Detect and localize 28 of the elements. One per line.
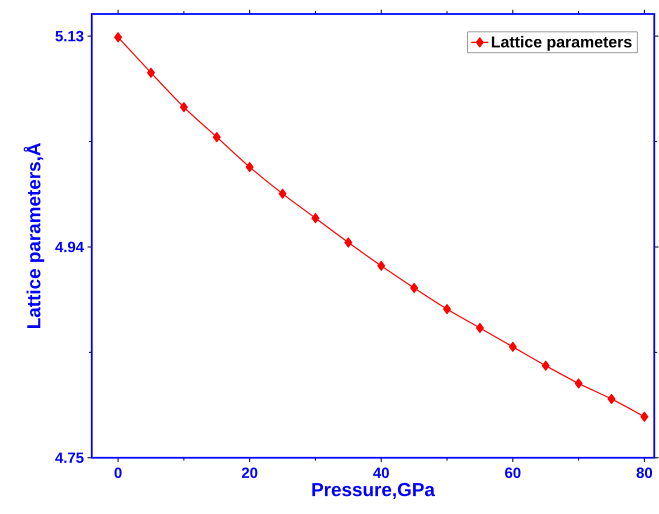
point: [377, 260, 386, 272]
x-tick-label: 40: [373, 468, 389, 478]
point: [278, 188, 287, 199]
legend-label: Lattice parameters: [492, 36, 632, 51]
y-tick-label: 5.13: [55, 31, 84, 42]
point: [344, 238, 352, 248]
point: [180, 102, 188, 112]
point: [147, 68, 155, 78]
point: [542, 360, 550, 371]
point: [608, 394, 616, 404]
point: [443, 304, 451, 314]
x-tick-label: 60: [505, 468, 520, 478]
point: [212, 132, 221, 142]
x-tick-label: 0: [114, 468, 122, 478]
x-tick-label: 20: [242, 468, 258, 478]
point: [114, 32, 122, 43]
y-axis-title: Lattice parameters,Å: [24, 143, 44, 328]
point: [476, 323, 484, 334]
point: [640, 412, 648, 422]
x-axis-title: Pressure,GPa: [312, 483, 436, 500]
point: [410, 283, 418, 294]
x-tick-label: 80: [636, 468, 652, 478]
point: [508, 342, 517, 352]
point: [311, 213, 320, 224]
y-tick-label: 4.94: [55, 242, 84, 252]
point: [574, 378, 583, 389]
point: [246, 162, 254, 172]
y-tick-label: 4.75: [55, 452, 84, 464]
